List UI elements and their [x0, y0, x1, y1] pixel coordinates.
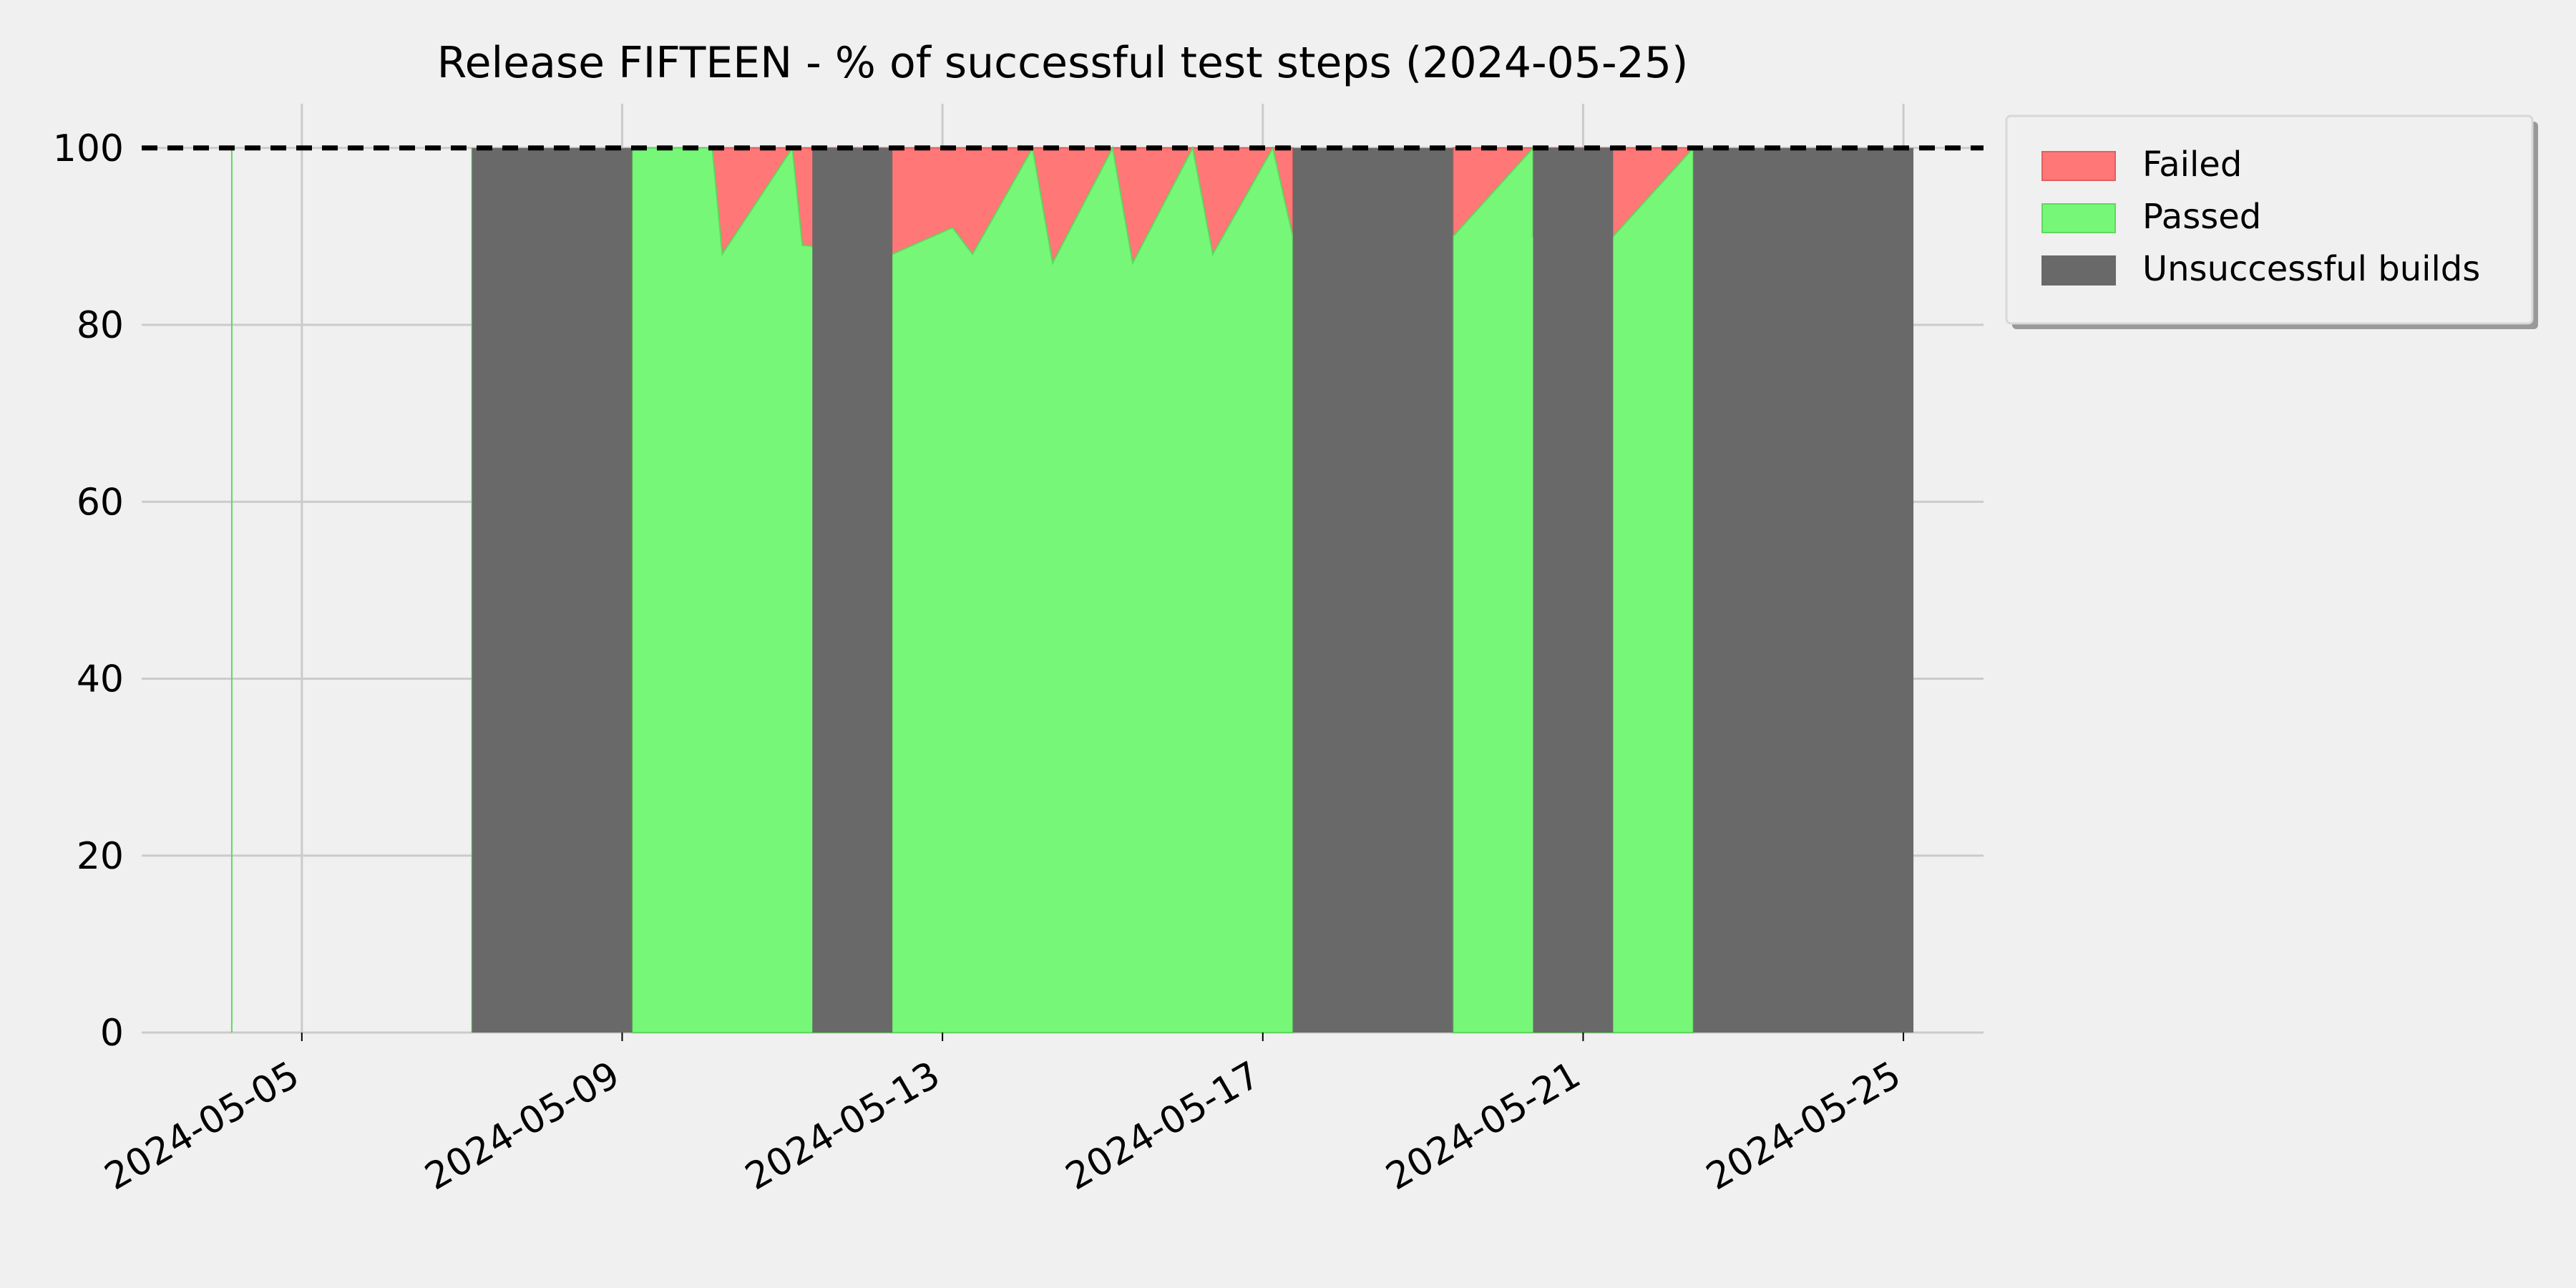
unsuccessful-build-bar — [1292, 147, 1453, 1033]
plot-areas — [230, 145, 1914, 1033]
y-tick-label: 0 — [100, 1012, 124, 1055]
y-tick-label: 60 — [77, 481, 124, 524]
unsuccessful-build-bar — [812, 147, 893, 1033]
unsuccessful-build-bar — [1693, 147, 1914, 1033]
y-tick-label: 80 — [77, 304, 124, 347]
y-tick-label: 40 — [77, 658, 124, 701]
legend-swatch — [2041, 255, 2116, 286]
legend-swatch — [2041, 151, 2116, 181]
legend-swatch — [2041, 203, 2116, 233]
legend-box — [2005, 114, 2534, 325]
passed-area — [631, 145, 1294, 1033]
legend: Failed Passed Unsuccessful builds — [2005, 114, 2538, 329]
legend-label: Unsuccessful builds — [2142, 249, 2480, 289]
legend-label: Passed — [2142, 197, 2261, 237]
y-axis: 0 20 40 60 80 100 — [53, 127, 124, 1055]
unsuccessful-build-bar — [1533, 147, 1614, 1033]
chart-title: Release FIFTEEN - % of successful test s… — [437, 38, 1689, 88]
y-tick-label: 100 — [53, 127, 124, 170]
legend-label: Failed — [2142, 145, 2242, 185]
y-tick-label: 20 — [77, 835, 124, 878]
unsuccessful-build-bar — [472, 147, 633, 1033]
